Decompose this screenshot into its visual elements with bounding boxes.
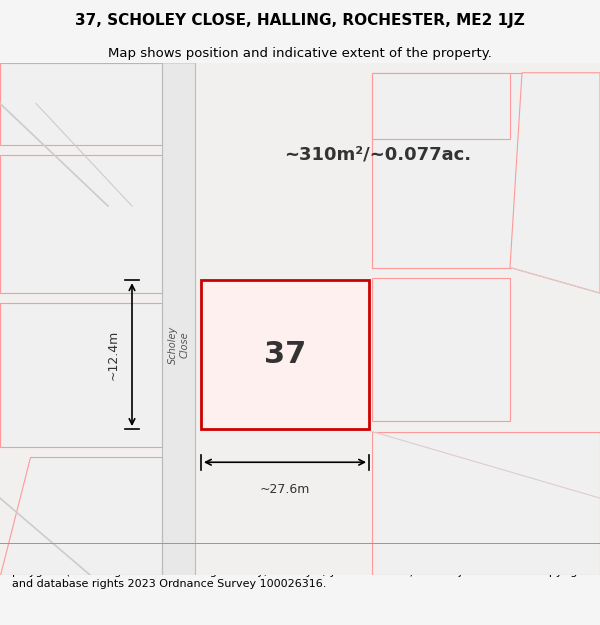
Text: 37, SCHOLEY CLOSE, HALLING, ROCHESTER, ME2 1JZ: 37, SCHOLEY CLOSE, HALLING, ROCHESTER, M… (75, 14, 525, 29)
Polygon shape (372, 278, 510, 421)
Text: ~310m²/~0.077ac.: ~310m²/~0.077ac. (284, 146, 472, 164)
Text: Contains OS data © Crown copyright and database right 2021. This information is : Contains OS data © Crown copyright and d… (12, 544, 589, 589)
Polygon shape (0, 155, 162, 293)
Text: Map shows position and indicative extent of the property.: Map shows position and indicative extent… (108, 48, 492, 61)
Bar (162, 62, 195, 575)
Text: ~27.6m: ~27.6m (260, 482, 310, 496)
Polygon shape (372, 72, 510, 139)
Text: ~12.4m: ~12.4m (107, 329, 120, 380)
Text: 37: 37 (264, 340, 306, 369)
Bar (201, 280, 369, 429)
Polygon shape (510, 72, 600, 293)
Polygon shape (0, 457, 162, 575)
Polygon shape (372, 72, 582, 268)
Text: Scholey
Close: Scholey Close (168, 325, 190, 364)
Polygon shape (0, 62, 162, 144)
Polygon shape (0, 303, 162, 447)
Polygon shape (372, 431, 600, 575)
